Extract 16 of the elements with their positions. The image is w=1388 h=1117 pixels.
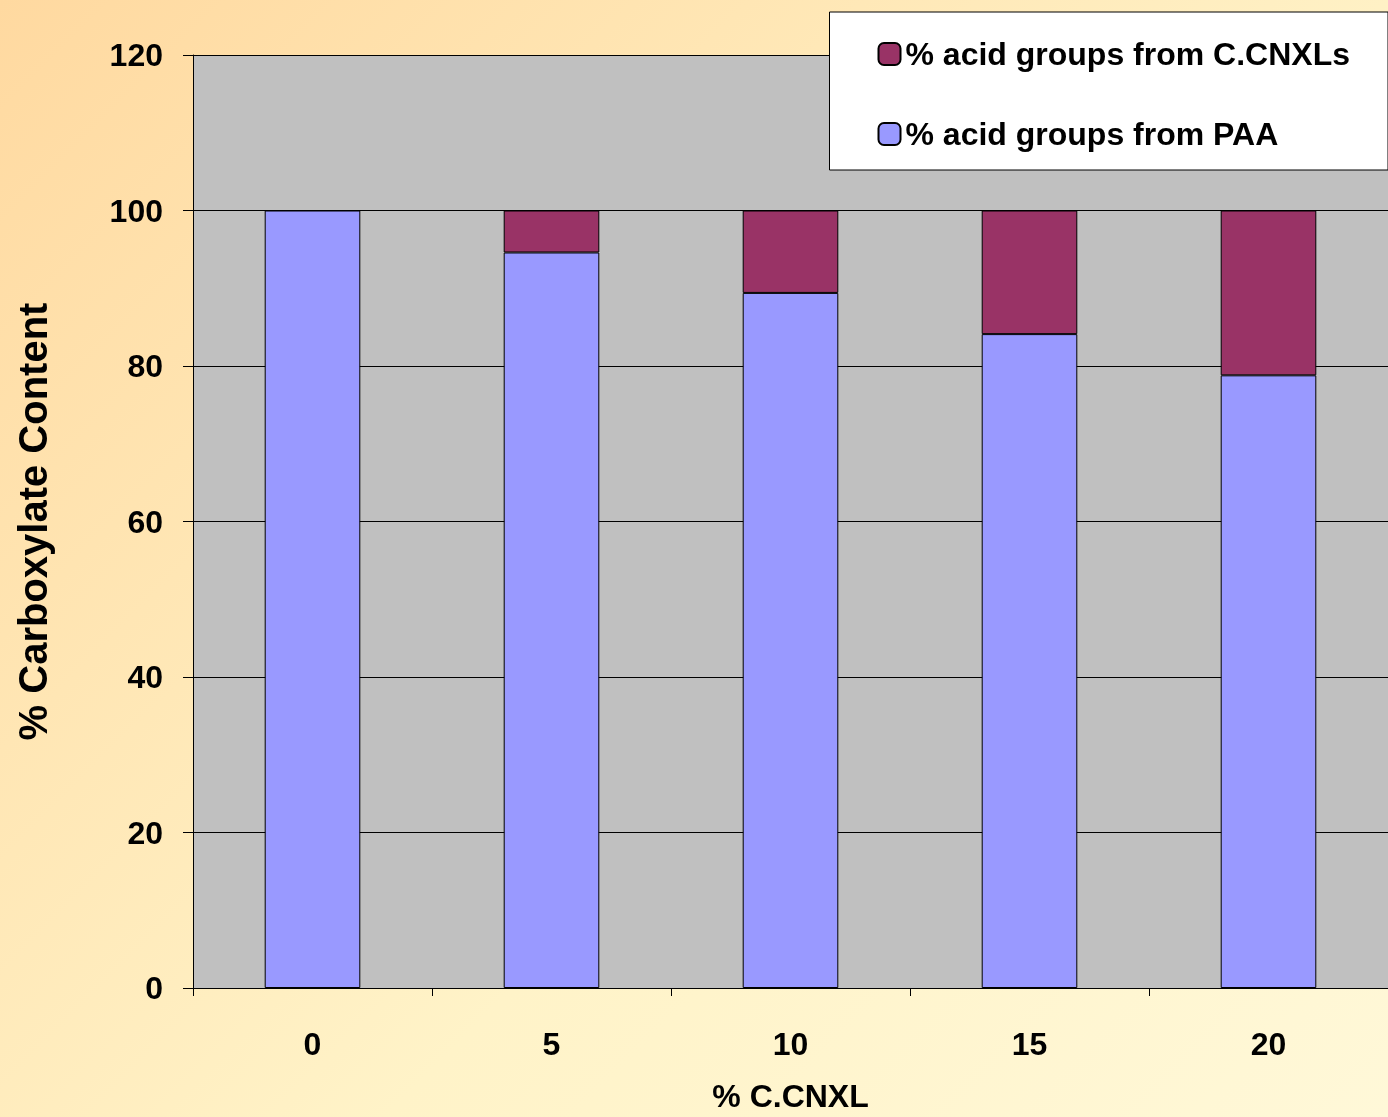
y-tick-label: 60 — [127, 503, 163, 540]
x-tick-label: 10 — [772, 1026, 809, 1062]
y-tick-label: 0 — [145, 970, 163, 1006]
y-tick-label: 80 — [127, 348, 163, 384]
x-axis-title: % C.CNXL — [712, 1078, 869, 1114]
y-tick-label: 20 — [127, 814, 163, 851]
x-tick-label: 20 — [1250, 1026, 1287, 1062]
y-tick-label: 100 — [109, 192, 163, 229]
y-axis-title: % Carboxylate Content — [11, 302, 55, 741]
y-tick-label: 40 — [127, 659, 163, 695]
x-tick-label: 0 — [303, 1026, 322, 1062]
x-tick-label: 15 — [1011, 1026, 1048, 1062]
x-tick-label: 5 — [542, 1026, 561, 1062]
y-tick-label: 120 — [109, 37, 163, 73]
legend-label: % acid groups from C.CNXLs — [905, 36, 1350, 72]
legend-label: % acid groups from PAA — [905, 116, 1279, 152]
